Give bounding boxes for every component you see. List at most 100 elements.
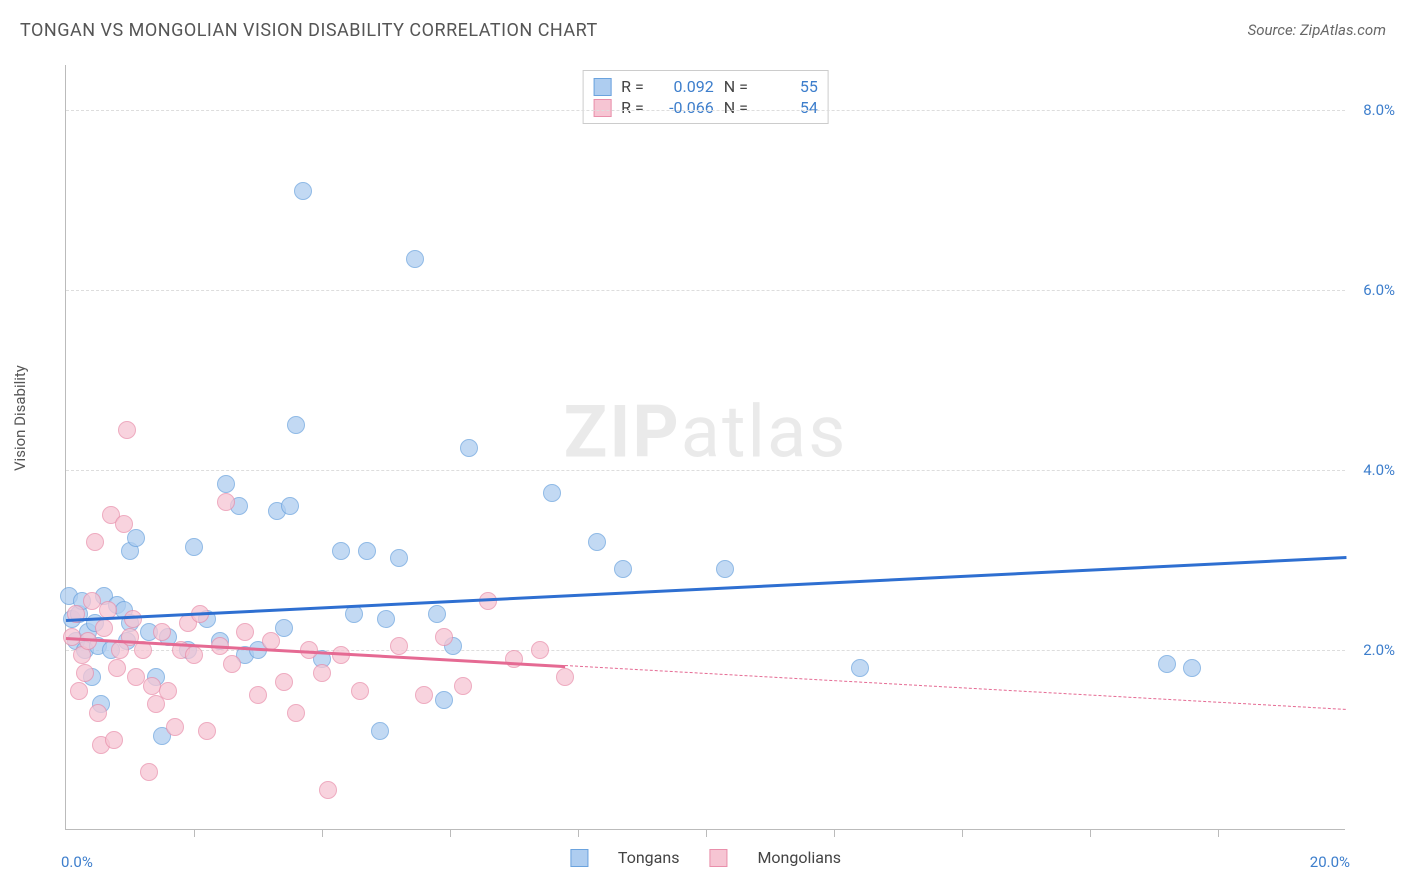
stats-box: R = 0.092 N = 55 R = -0.066 N = 54: [582, 70, 829, 124]
gridline: [66, 470, 1345, 471]
x-tick: [1090, 829, 1091, 837]
scatter-point-mongolians: [313, 664, 331, 682]
scatter-point-tongans: [1158, 655, 1176, 673]
watermark-light: atlas: [681, 389, 848, 474]
scatter-point-mongolians: [89, 704, 107, 722]
stat-value: 0.092: [654, 77, 714, 96]
x-tick: [450, 829, 451, 837]
x-tick: [834, 829, 835, 837]
scatter-point-mongolians: [217, 493, 235, 511]
scatter-point-mongolians: [105, 731, 123, 749]
stat-label: R =: [621, 98, 644, 117]
scatter-point-tongans: [217, 475, 235, 493]
scatter-point-tongans: [345, 605, 363, 623]
x-axis-min-label: 0.0%: [61, 853, 93, 871]
scatter-point-mongolians: [86, 533, 104, 551]
scatter-point-tongans: [185, 538, 203, 556]
scatter-point-mongolians: [108, 659, 126, 677]
scatter-point-mongolians: [236, 623, 254, 641]
gridline: [66, 110, 1345, 111]
scatter-point-tongans: [127, 529, 145, 547]
stats-row: R = 0.092 N = 55: [593, 77, 818, 96]
scatter-point-mongolians: [390, 637, 408, 655]
x-tick: [322, 829, 323, 837]
scatter-point-mongolians: [115, 515, 133, 533]
stat-value: 55: [758, 77, 818, 96]
bottom-legend: Tongans Mongolians: [570, 848, 841, 867]
scatter-point-mongolians: [140, 763, 158, 781]
scatter-point-mongolians: [70, 682, 88, 700]
scatter-point-mongolians: [223, 655, 241, 673]
scatter-point-mongolians: [351, 682, 369, 700]
chart-title: TONGAN VS MONGOLIAN VISION DISABILITY CO…: [20, 20, 598, 41]
scatter-point-tongans: [332, 542, 350, 560]
scatter-point-tongans: [287, 416, 305, 434]
scatter-point-tongans: [588, 533, 606, 551]
x-tick: [962, 829, 963, 837]
x-tick: [1218, 829, 1219, 837]
header: TONGAN VS MONGOLIAN VISION DISABILITY CO…: [0, 0, 1406, 50]
scatter-point-tongans: [371, 722, 389, 740]
x-tick: [706, 829, 707, 837]
scatter-point-tongans: [851, 659, 869, 677]
scatter-point-mongolians: [287, 704, 305, 722]
stat-label: N =: [724, 77, 748, 96]
legend-swatch: [709, 849, 727, 867]
legend-label: Mongolians: [757, 848, 841, 867]
scatter-point-mongolians: [76, 664, 94, 682]
legend-swatch: [593, 99, 611, 117]
scatter-point-tongans: [1183, 659, 1201, 677]
scatter-point-tongans: [358, 542, 376, 560]
scatter-point-mongolians: [556, 668, 574, 686]
scatter-point-mongolians: [147, 695, 165, 713]
gridline: [66, 290, 1345, 291]
plot-area: ZIPatlas R = 0.092 N = 55 R = -0.066 N =…: [65, 65, 1345, 830]
stat-value: -0.066: [654, 98, 714, 117]
stat-label: R =: [621, 77, 644, 96]
scatter-point-mongolians: [153, 623, 171, 641]
scatter-point-tongans: [294, 182, 312, 200]
stats-row: R = -0.066 N = 54: [593, 98, 818, 117]
scatter-point-mongolians: [531, 641, 549, 659]
scatter-point-mongolians: [275, 673, 293, 691]
y-tick-label: 4.0%: [1363, 461, 1395, 479]
scatter-point-mongolians: [435, 628, 453, 646]
legend-swatch: [570, 849, 588, 867]
chart-container: TONGAN VS MONGOLIAN VISION DISABILITY CO…: [0, 0, 1406, 892]
scatter-point-tongans: [406, 250, 424, 268]
y-axis-label: Vision Disability: [11, 365, 29, 471]
scatter-point-mongolians: [454, 677, 472, 695]
scatter-point-mongolians: [505, 650, 523, 668]
y-tick-label: 2.0%: [1363, 641, 1395, 659]
x-tick: [578, 829, 579, 837]
scatter-point-mongolians: [166, 718, 184, 736]
scatter-point-mongolians: [198, 722, 216, 740]
trend-line: [565, 665, 1346, 710]
stat-label: N =: [724, 98, 748, 117]
scatter-point-tongans: [614, 560, 632, 578]
scatter-point-tongans: [543, 484, 561, 502]
scatter-point-mongolians: [159, 682, 177, 700]
scatter-point-mongolians: [249, 686, 267, 704]
watermark: ZIPatlas: [564, 389, 848, 474]
scatter-point-tongans: [281, 497, 299, 515]
scatter-point-tongans: [428, 605, 446, 623]
scatter-point-mongolians: [319, 781, 337, 799]
stat-value: 54: [758, 98, 818, 117]
x-axis-max-label: 20.0%: [1310, 853, 1350, 871]
scatter-point-mongolians: [415, 686, 433, 704]
scatter-point-tongans: [460, 439, 478, 457]
scatter-point-mongolians: [185, 646, 203, 664]
scatter-point-tongans: [377, 610, 395, 628]
scatter-point-tongans: [435, 691, 453, 709]
watermark-bold: ZIP: [564, 389, 681, 474]
trend-line: [66, 556, 1346, 621]
scatter-point-mongolians: [118, 421, 136, 439]
source-attribution: Source: ZipAtlas.com: [1248, 21, 1386, 39]
legend-label: Tongans: [618, 848, 680, 867]
chart-wrap: Vision Disability ZIPatlas R = 0.092 N =…: [20, 50, 1386, 892]
scatter-point-tongans: [390, 549, 408, 567]
legend-swatch: [593, 78, 611, 96]
y-tick-label: 8.0%: [1363, 101, 1395, 119]
scatter-point-tongans: [716, 560, 734, 578]
